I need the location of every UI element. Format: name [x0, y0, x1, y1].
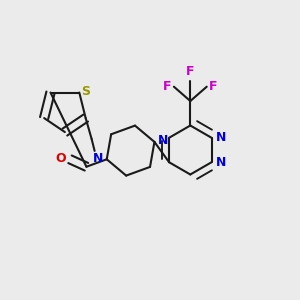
Text: N: N — [215, 156, 226, 169]
Text: S: S — [81, 85, 90, 98]
Text: F: F — [186, 65, 195, 78]
Text: N: N — [215, 131, 226, 144]
Text: F: F — [209, 80, 217, 93]
Text: N: N — [93, 152, 103, 165]
Text: O: O — [56, 152, 66, 165]
Text: N: N — [158, 134, 168, 147]
Text: F: F — [163, 80, 172, 93]
